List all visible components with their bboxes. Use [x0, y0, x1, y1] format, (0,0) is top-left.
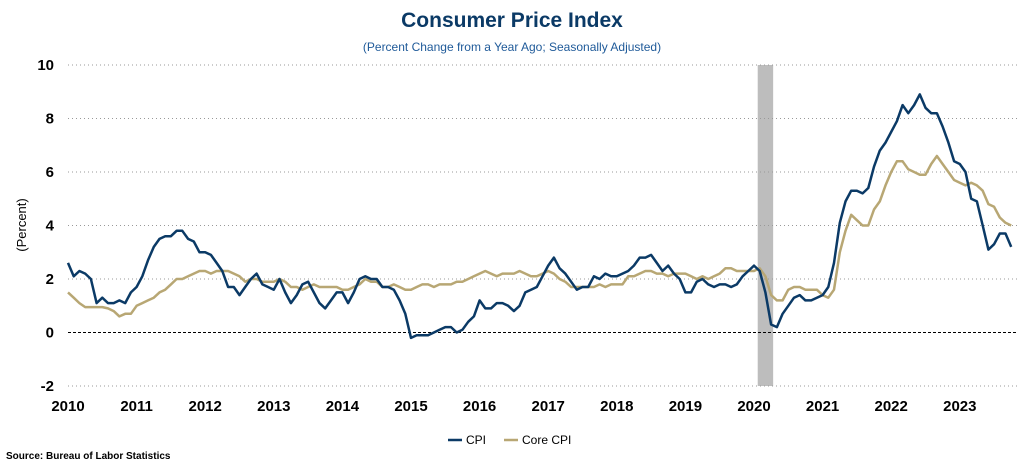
x-tick-label: 2010 — [51, 398, 84, 415]
x-tick-label: 2014 — [326, 398, 360, 415]
legend-label-cpi: CPI — [466, 433, 486, 447]
x-tick-label: 2019 — [669, 398, 702, 415]
x-tick-label: 2011 — [120, 398, 153, 415]
y-axis-label: (Percent) — [14, 198, 29, 251]
series-line-core-cpi — [67, 154, 1012, 318]
x-tick-label: 2012 — [189, 398, 222, 415]
x-tick-label: 2015 — [394, 398, 427, 415]
x-tick-label: 2017 — [532, 398, 565, 415]
y-tick-label: 10 — [37, 57, 54, 74]
y-tick-label: 6 — [46, 164, 54, 181]
series-line-cpi — [66, 93, 1013, 340]
recession-shading — [757, 65, 774, 386]
y-tick-label: 8 — [46, 111, 54, 128]
source-note: Source: Bureau of Labor Statistics — [6, 451, 171, 462]
legend-label-core-cpi: Core CPI — [522, 433, 571, 447]
x-tick-label: 2016 — [463, 398, 496, 415]
chart-subtitle: (Percent Change from a Year Ago; Seasona… — [363, 40, 661, 54]
y-tick-label: 0 — [46, 325, 54, 342]
y-tick-label: -2 — [41, 378, 54, 395]
y-tick-label: 2 — [46, 271, 54, 288]
x-tick-label: 2023 — [943, 398, 976, 415]
y-tick-label: 4 — [46, 218, 55, 235]
x-tick-label: 2020 — [737, 398, 770, 415]
x-tick-label: 2013 — [257, 398, 290, 415]
x-tick-label: 2022 — [875, 398, 908, 415]
chart-title: Consumer Price Index — [401, 9, 623, 32]
legend: CPI Core CPI — [448, 433, 571, 447]
x-tick-label: 2018 — [600, 398, 633, 415]
x-tick-label: 2021 — [806, 398, 839, 415]
